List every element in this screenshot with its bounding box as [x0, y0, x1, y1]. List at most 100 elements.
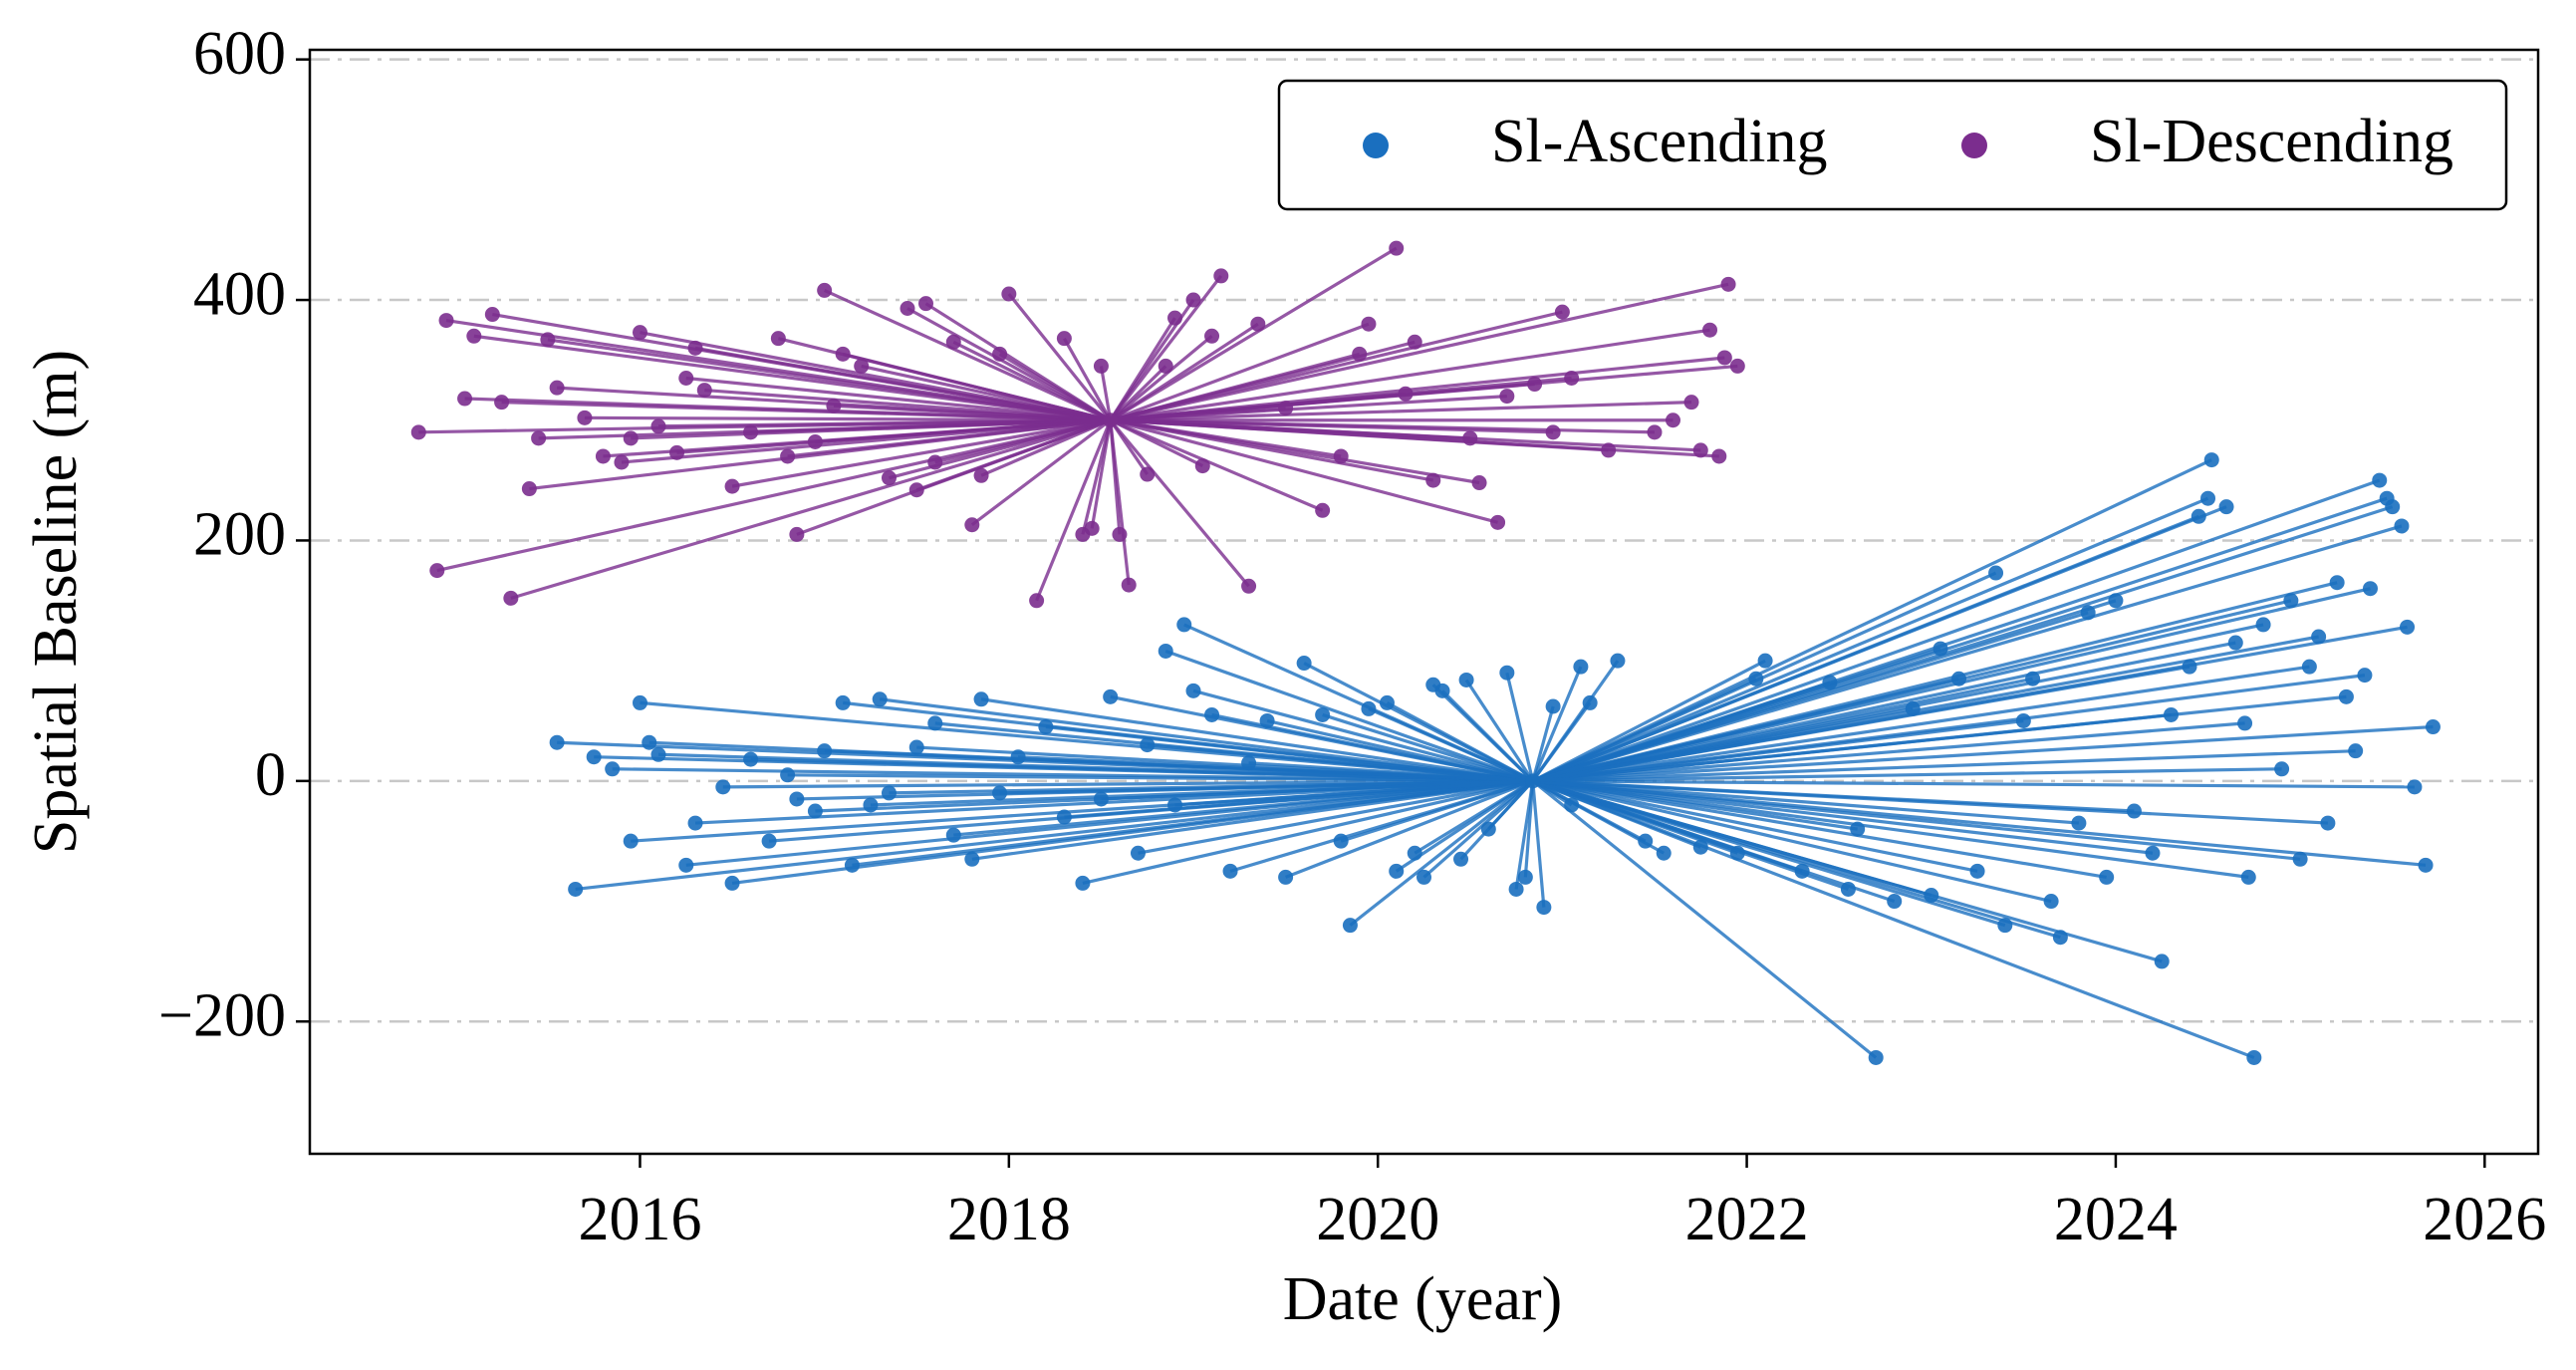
point: [595, 448, 611, 464]
baseline-link: [1386, 700, 1534, 783]
point: [1204, 706, 1220, 722]
point: [761, 833, 777, 849]
point: [964, 851, 980, 867]
baseline-link: [750, 757, 1533, 783]
point: [2240, 869, 2256, 885]
baseline-link: [1532, 779, 2415, 789]
baseline-link: [547, 338, 1111, 422]
point: [429, 563, 445, 579]
point: [1951, 671, 1967, 686]
point: [650, 418, 666, 434]
point: [2338, 688, 2354, 704]
baseline-link: [1532, 524, 2403, 783]
point: [973, 467, 989, 483]
point: [577, 410, 593, 425]
point: [2292, 851, 2308, 867]
point: [466, 328, 482, 344]
baseline-link: [1082, 779, 1534, 885]
point: [2372, 472, 2388, 488]
point: [549, 380, 565, 396]
point: [2190, 508, 2206, 524]
point: [1398, 386, 1414, 402]
point: [1988, 565, 2004, 581]
legend-label: Sl-Descending: [2090, 108, 2453, 175]
point: [863, 797, 879, 813]
point: [1167, 797, 1183, 813]
point: [1389, 863, 1405, 879]
point: [1850, 821, 1866, 837]
point: [1729, 845, 1745, 861]
baseline-link: [1531, 780, 1546, 908]
point: [2329, 575, 2345, 591]
point: [642, 734, 657, 750]
y-tick-label: 400: [193, 260, 286, 328]
point: [908, 739, 924, 755]
point: [807, 433, 823, 449]
point: [973, 691, 989, 707]
baseline-link: [1532, 779, 2052, 904]
point: [2099, 869, 2115, 885]
point: [2283, 593, 2299, 609]
point: [1084, 520, 1100, 536]
baseline-link: [1505, 672, 1535, 782]
x-axis-label: Date (year): [1283, 1265, 1563, 1333]
y-tick-label: 200: [193, 501, 286, 569]
point: [780, 448, 796, 464]
point: [2301, 659, 2317, 675]
point: [1185, 292, 1201, 308]
point: [1278, 869, 1294, 885]
baseline-link: [1248, 761, 1533, 783]
point: [817, 743, 833, 759]
baseline-link: [1532, 674, 2366, 783]
baseline-link: [1532, 496, 2388, 783]
point: [724, 478, 740, 494]
baseline-link: [1532, 767, 2282, 783]
point: [1932, 641, 1948, 657]
point: [1038, 719, 1054, 735]
point: [1748, 671, 1764, 686]
baseline-link: [952, 340, 1112, 422]
x-tick-label: 2022: [1685, 1186, 1809, 1253]
point: [1333, 448, 1349, 464]
baseline-link: [1110, 418, 1656, 434]
point: [632, 694, 647, 710]
baseline-link: [1422, 779, 1534, 879]
point: [2311, 629, 2327, 645]
baseline-link: [815, 418, 1111, 444]
point: [780, 767, 796, 783]
point: [1638, 833, 1654, 849]
baseline-link: [1110, 418, 1480, 485]
point: [2200, 490, 2216, 506]
baseline-link: [915, 418, 1112, 492]
point: [521, 481, 537, 497]
point: [623, 430, 639, 446]
point: [2227, 635, 2243, 651]
point: [1458, 672, 1474, 687]
point: [2255, 617, 2271, 633]
baseline-link: [1487, 779, 1534, 831]
point: [1121, 577, 1137, 593]
baseline-link: [1532, 779, 2107, 879]
baseline-link: [1349, 779, 1534, 927]
point: [1536, 900, 1552, 916]
baseline-link: [852, 779, 1533, 867]
baseline-link: [971, 779, 1533, 861]
point: [992, 346, 1008, 362]
point: [872, 691, 888, 707]
point: [632, 325, 647, 341]
point: [2362, 581, 2378, 597]
point: [1656, 845, 1672, 861]
point: [918, 296, 934, 312]
baseline-link: [1532, 587, 2371, 783]
point: [1729, 358, 1745, 374]
baseline-link: [1340, 779, 1534, 843]
point: [1075, 875, 1091, 891]
point: [1296, 656, 1312, 672]
point: [1434, 683, 1450, 698]
point: [1140, 466, 1156, 482]
point: [2145, 845, 2161, 861]
baseline-link: [1322, 712, 1534, 783]
point: [1517, 869, 1533, 885]
point: [2385, 499, 2401, 515]
point: [844, 857, 860, 873]
